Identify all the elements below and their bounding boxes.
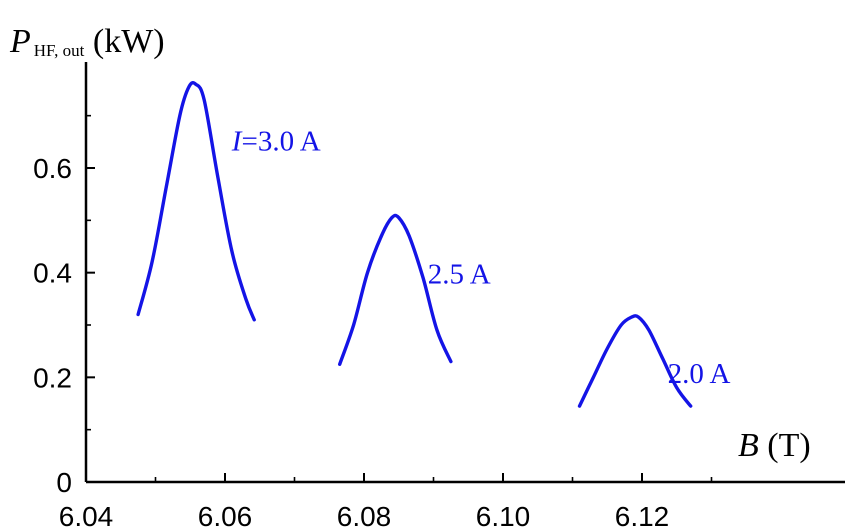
y-tick-label: 0.2 — [33, 362, 72, 393]
x-tick-label: 6.06 — [198, 501, 253, 530]
x-axis-title-symbol: B — [738, 427, 759, 464]
x-tick-label: 6.10 — [476, 501, 531, 530]
y-ticks: 0 0.2 0.4 0.6 — [33, 114, 95, 498]
series-label-symbol: I — [231, 125, 243, 157]
series-line-3 — [577, 314, 693, 408]
series-line-2 — [338, 213, 453, 366]
series-label-1: I=3.0 A — [231, 125, 321, 157]
y-axis-title-unit: (kW) — [84, 23, 164, 60]
y-axis-title-subscript: HF, out — [34, 41, 85, 60]
x-ticks: 6.04 6.06 6.08 6.10 6.12 — [59, 473, 713, 530]
x-tick-label: 6.04 — [59, 501, 114, 530]
x-tick-label: 6.08 — [337, 501, 392, 530]
series-label-3: 2.0 A — [668, 358, 731, 390]
x-tick-label: 6.12 — [615, 501, 670, 530]
series-label-value: =3.0 A — [241, 125, 320, 157]
y-axis-title: P HF, out (kW) — [9, 23, 165, 60]
y-tick-label: 0 — [56, 467, 72, 498]
x-axis-title: B (T) — [738, 427, 811, 464]
series-label-2: 2.5 A — [428, 259, 491, 291]
series-label-value: 2.0 A — [668, 358, 731, 390]
series-group: I=3.0 A 2.5 A 2.0 A — [136, 81, 731, 408]
x-axis-title-unit: (T) — [759, 427, 811, 464]
y-tick-label: 0.6 — [33, 153, 72, 184]
y-axis-title-symbol: P — [9, 23, 31, 60]
series-line-1 — [136, 81, 256, 322]
series-label-value: 2.5 A — [428, 259, 491, 291]
y-tick-label: 0.4 — [33, 258, 72, 289]
